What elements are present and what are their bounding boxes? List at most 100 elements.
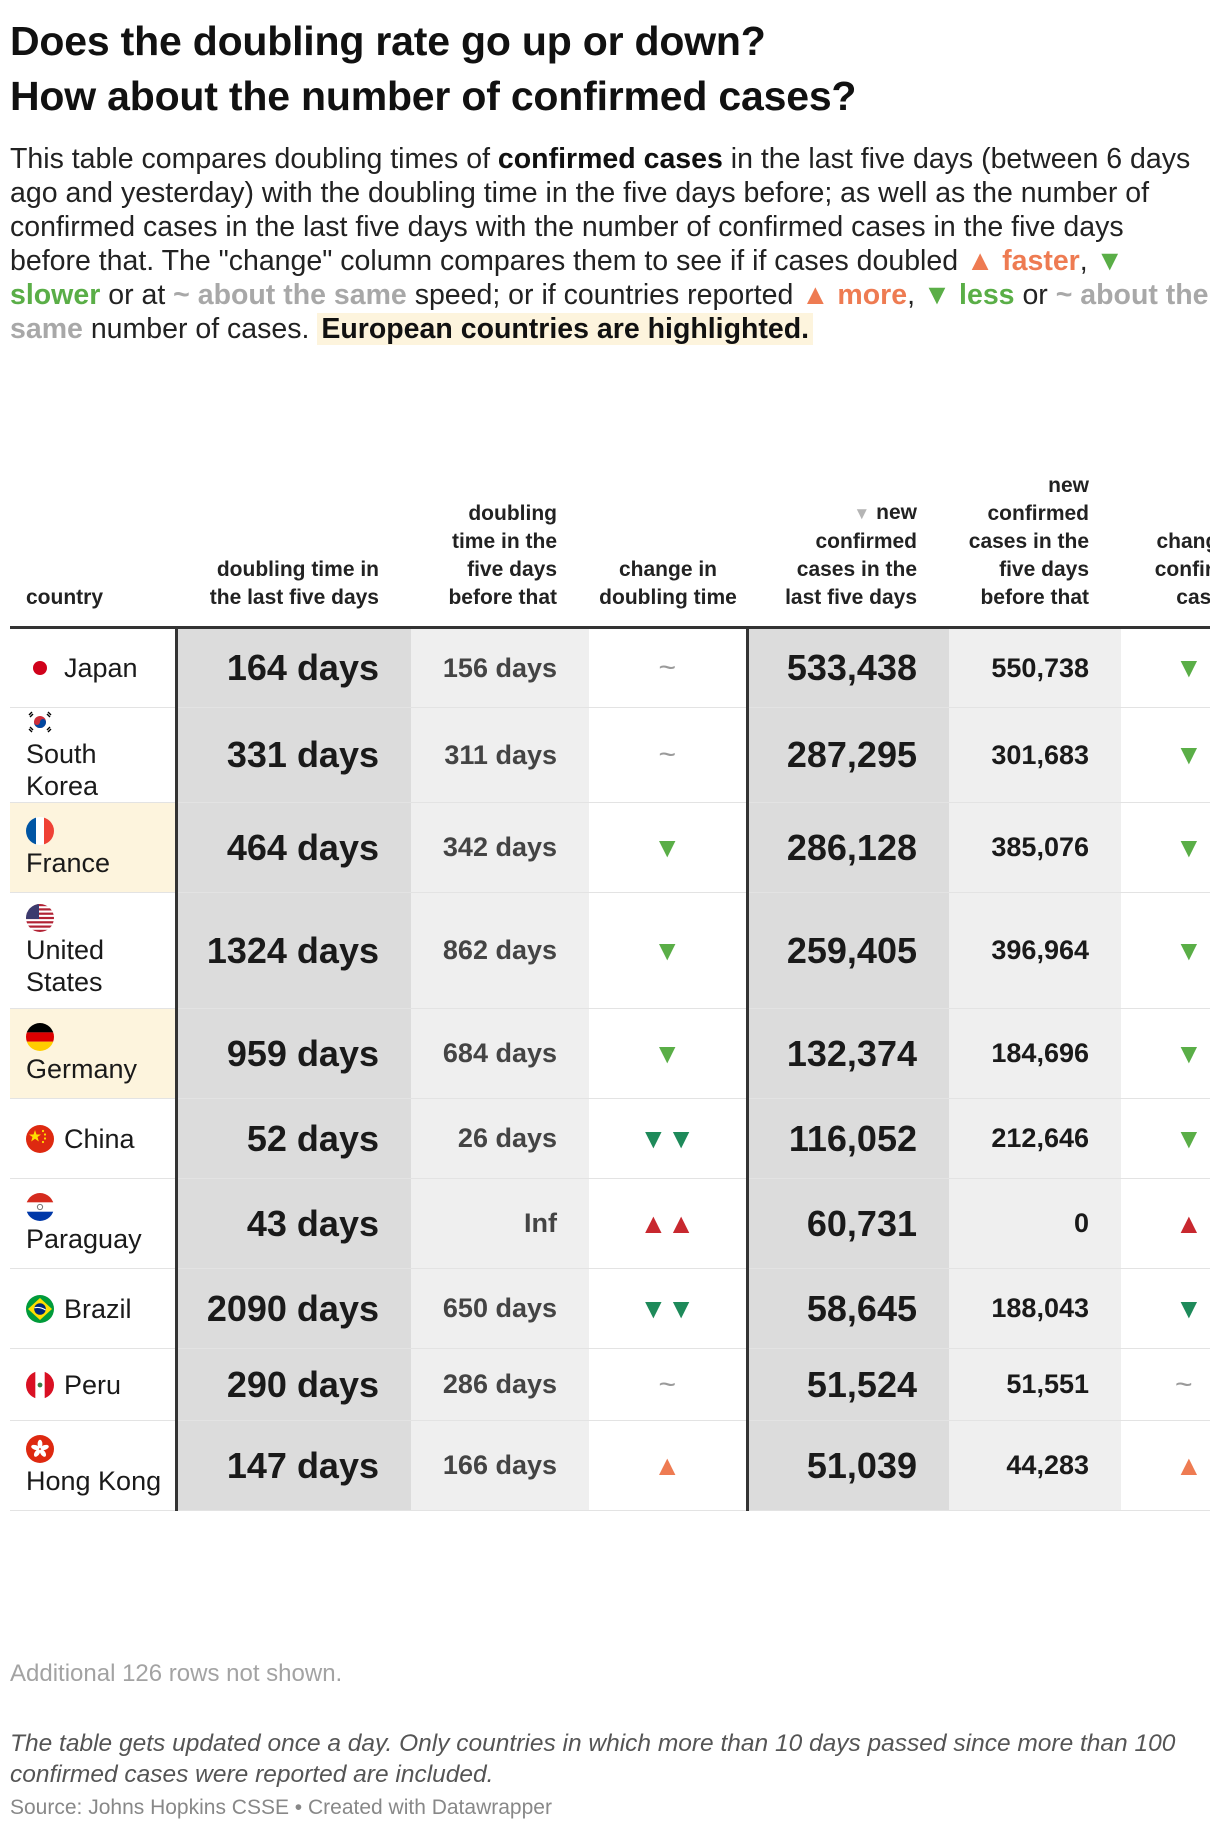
cell-change-cases: ▼ — [1121, 1098, 1210, 1179]
change-indicator-icon: ▼▼ — [639, 1292, 695, 1324]
usa-flag-icon — [26, 903, 54, 932]
change-indicator-icon: ~ — [658, 651, 677, 684]
change-indicator-icon: ▼ — [1175, 1122, 1203, 1154]
country-name: Paraguay — [26, 1223, 142, 1254]
cell-new-cases: 51,039 — [747, 1420, 949, 1511]
country-name: Hong Kong — [26, 1465, 162, 1496]
cell-doubling-time: 164 days — [176, 627, 411, 708]
header-doubling-time[interactable]: doubling time in the last five days — [176, 386, 411, 629]
cell-doubling-time-before: 342 days — [411, 802, 589, 893]
cell-new-cases-before: 44,283 — [949, 1420, 1121, 1511]
intro-text: or — [1014, 279, 1056, 311]
country-name: South Korea — [26, 739, 99, 801]
cell-change-cases: ▼ — [1121, 627, 1210, 708]
title-line-1: Does the doubling rate go up or down? — [10, 18, 766, 64]
cell-doubling-time: 147 days — [176, 1420, 411, 1511]
header-doubling-time-before[interactable]: doubling time in the five days before th… — [411, 386, 589, 629]
cell-new-cases: 132,374 — [747, 1008, 949, 1099]
cell-country: China — [10, 1098, 178, 1179]
cell-new-cases-before: 212,646 — [949, 1098, 1121, 1179]
change-indicator-icon: ▼ — [1175, 1292, 1203, 1324]
cell-new-cases: 259,405 — [747, 892, 949, 1009]
cell-change-cases: ▲ — [1121, 1420, 1210, 1511]
hongkong-flag-icon — [26, 1434, 54, 1463]
table-row: Peru 290 days 286 days ~51,524 51,551 ~ — [10, 1348, 1210, 1421]
additional-rows-note: Additional 126 rows not shown. — [10, 1660, 343, 1687]
cell-country: Japan — [10, 627, 178, 708]
page-title: Does the doubling rate go up or down? Ho… — [10, 14, 1210, 124]
country-name: China — [64, 1123, 135, 1154]
cell-new-cases-before: 550,738 — [949, 627, 1121, 708]
header-change-doubling[interactable]: change in doubling time — [589, 386, 747, 629]
source-credit: Source: Johns Hopkins CSSE • Created wit… — [10, 1796, 552, 1819]
data-table-container[interactable]: country doubling time in the last five d… — [10, 386, 1210, 1644]
header-country[interactable]: country — [10, 386, 176, 629]
change-indicator-icon: ▲▲ — [639, 1207, 695, 1239]
header-change-cases[interactable]: change in confirmed cases — [1121, 386, 1210, 629]
change-indicator-icon: ▼ — [1175, 934, 1203, 966]
cell-doubling-time-before: 26 days — [411, 1098, 589, 1179]
paraguay-flag-icon — [26, 1192, 54, 1221]
legend-same-number: ~ about the same — [10, 279, 1209, 345]
cell-country: Brazil — [10, 1268, 178, 1349]
footnote: The table gets updated once a day. Only … — [10, 1730, 1176, 1788]
change-indicator-icon: ▲ — [1175, 1207, 1203, 1239]
intro-description: This table compares doubling times of co… — [10, 142, 1210, 346]
header-new-cases[interactable]: ▼ new confirmed cases in the last five da… — [747, 386, 949, 629]
table-row: Hong Kong 147 days 166 days ▲ 51,039 44,283 ▲ — [10, 1420, 1210, 1511]
intro-text: speed; or if countries reported — [406, 279, 802, 311]
cell-country: Hong Kong — [10, 1420, 178, 1511]
cell-change-doubling: ~ — [589, 627, 749, 708]
cell-doubling-time: 959 days — [176, 1008, 411, 1099]
cell-new-cases-before: 0 — [949, 1178, 1121, 1269]
country-name: Japan — [64, 653, 138, 683]
table-row: China 52 days 26 days ▼▼ 116,052 212,646 ▼ — [10, 1098, 1210, 1179]
cell-change-doubling: ▼ — [589, 1008, 749, 1099]
legend-less: ▼ less — [922, 279, 1015, 311]
change-indicator-icon: ▼ — [653, 1037, 682, 1069]
germany-flag-icon — [26, 1022, 54, 1051]
cell-new-cases-before: 301,683 — [949, 707, 1121, 803]
cell-doubling-time: 464 days — [176, 802, 411, 893]
cell-doubling-time: 43 days — [176, 1178, 411, 1269]
change-indicator-icon: ~ — [1175, 1367, 1193, 1401]
cell-country: France — [10, 802, 178, 893]
cell-country: United States — [10, 892, 178, 1009]
legend-same-speed: ~ about the same — [173, 279, 407, 311]
table-row: France 464 days 342 days ▼ 286,128 385,076 ▼ — [10, 802, 1210, 893]
change-indicator-icon: ~ — [658, 738, 677, 771]
table-row: Germany 959 days 684 days ▼ 132,374 184,696 ▼ — [10, 1008, 1210, 1099]
table-header-row: country doubling time in the last five d… — [10, 386, 1210, 629]
change-indicator-icon: ▼ — [653, 934, 682, 966]
cell-new-cases-before: 188,043 — [949, 1268, 1121, 1349]
cell-new-cases-before: 184,696 — [949, 1008, 1121, 1099]
intro-text: , — [907, 279, 923, 311]
header-new-cases-before[interactable]: new confirmed cases in the five days bef… — [949, 386, 1121, 629]
country-name: Peru — [64, 1369, 122, 1400]
legend-faster: ▲ faster — [966, 245, 1080, 277]
cell-doubling-time: 52 days — [176, 1098, 411, 1179]
change-indicator-icon: ▼▼ — [639, 1122, 695, 1154]
cell-change-doubling: ▲▲ — [589, 1178, 749, 1269]
change-indicator-icon: ▲ — [653, 1449, 682, 1481]
cell-doubling-time: 290 days — [176, 1348, 411, 1421]
cell-change-cases: ~ — [1121, 1348, 1210, 1421]
japan-flag-icon — [26, 654, 54, 682]
table-row: South Korea 331 days 311 days ~287,295 301,6… — [10, 707, 1210, 803]
table-row: Paraguay 43 days Inf ▲▲ 60,731 0 ▲ — [10, 1178, 1210, 1269]
europe-highlight-note: European countries are highlighted. — [317, 313, 814, 345]
change-indicator-icon: ▼ — [1175, 831, 1203, 863]
cell-new-cases: 60,731 — [747, 1178, 949, 1269]
cell-change-cases: ▼ — [1121, 1268, 1210, 1349]
cell-change-doubling: ~ — [589, 707, 749, 803]
cell-country: Peru — [10, 1348, 178, 1421]
country-name: France — [26, 847, 111, 878]
cell-doubling-time-before: 286 days — [411, 1348, 589, 1421]
table-row: Japan 164 days 156 days ~533,438 550,738 ▼ — [10, 627, 1210, 708]
cell-change-cases: ▼ — [1121, 707, 1210, 803]
cell-doubling-time-before: 166 days — [411, 1420, 589, 1511]
cell-new-cases-before: 396,964 — [949, 892, 1121, 1009]
cell-change-doubling: ▼▼ — [589, 1098, 749, 1179]
change-indicator-icon: ▼ — [1175, 739, 1203, 770]
cell-new-cases: 286,128 — [747, 802, 949, 893]
